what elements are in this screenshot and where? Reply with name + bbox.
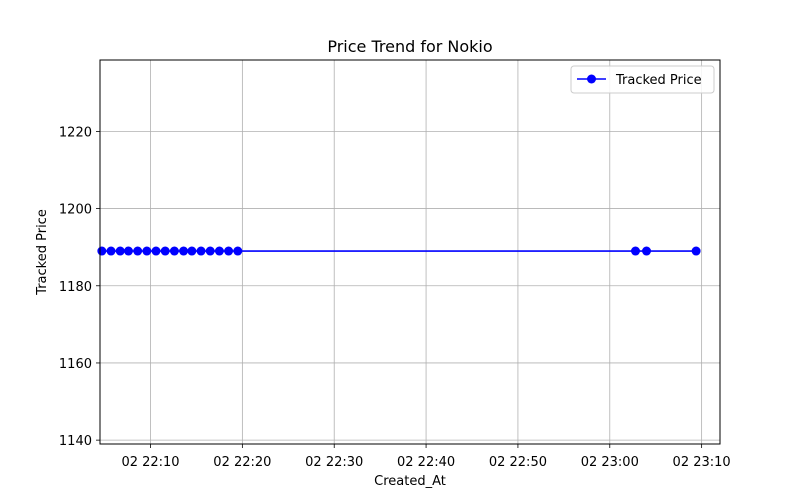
data-point-marker [224, 246, 234, 256]
legend-entry-tracked-price: Tracked Price [615, 73, 702, 88]
plot-frame [99, 59, 721, 445]
x-tick-label: 02 23:10 [673, 455, 731, 470]
y-tick-label: 1160 [59, 357, 92, 372]
data-point-marker [133, 246, 143, 256]
x-axis-label: Created_At [374, 474, 446, 489]
x-tick-label: 02 22:50 [489, 455, 547, 470]
axes: 02 22:10 02 22:20 02 22:30 02 22:40 02 22:50… [59, 125, 731, 470]
data-point-marker [187, 246, 197, 256]
data-point-marker [97, 246, 107, 256]
data-point-marker [691, 246, 701, 256]
data-point-marker [106, 246, 116, 256]
legend-box [570, 65, 715, 94]
x-tick-label: 02 23:00 [581, 455, 639, 470]
x-tick-label: 02 22:30 [305, 455, 363, 470]
data-point-marker [169, 246, 179, 256]
x-tick-label: 02 22:20 [213, 455, 271, 470]
data-point-marker [630, 246, 640, 256]
y-tick-label: 1200 [59, 203, 92, 218]
x-tick-label: 02 22:40 [397, 455, 455, 470]
data-point-marker [160, 246, 170, 256]
data-point-marker [205, 246, 215, 256]
y-axis-label: Tracked Price [35, 209, 50, 296]
data-point-marker [179, 246, 189, 256]
y-tick-label: 1180 [59, 280, 92, 295]
grid [100, 60, 720, 444]
legend: Tracked Price [570, 65, 715, 94]
data-point-marker [123, 246, 133, 256]
data-point-marker [115, 246, 125, 256]
data-point-marker [233, 246, 243, 256]
data-point-marker [151, 246, 161, 256]
chart-title: Price Trend for Nokio [327, 37, 492, 56]
legend-marker-swatch [587, 74, 596, 84]
x-tick-label: 02 22:10 [121, 455, 179, 470]
data-point-marker [142, 246, 152, 256]
data-point-marker [642, 246, 652, 256]
data-point-marker [196, 246, 206, 256]
y-tick-label: 1220 [59, 125, 92, 140]
y-tick-label: 1140 [59, 434, 92, 449]
data-point-marker [214, 246, 224, 256]
